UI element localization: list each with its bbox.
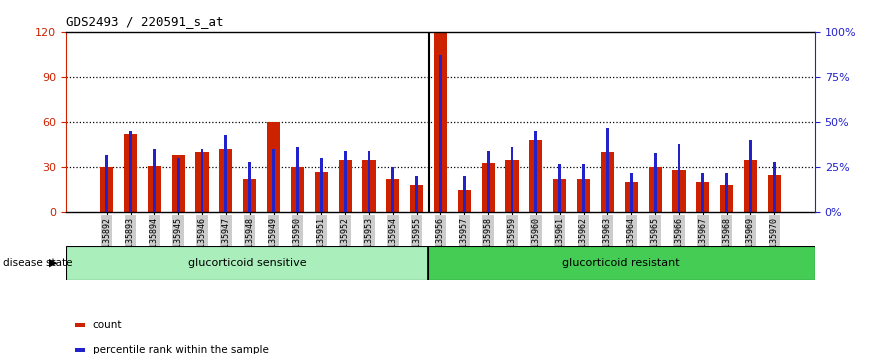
Bar (386, 179, 399, 212)
Bar (248, 162, 251, 212)
Bar (529, 140, 543, 212)
Bar (415, 176, 418, 212)
Bar (315, 172, 328, 212)
Bar (725, 173, 728, 212)
Bar (272, 149, 275, 212)
Bar (291, 167, 304, 212)
Bar (559, 164, 561, 212)
Bar (66, 246, 427, 280)
Bar (606, 127, 609, 212)
Bar (482, 163, 495, 212)
Bar (177, 158, 180, 212)
Bar (243, 179, 256, 212)
Bar (196, 152, 209, 212)
Bar (511, 147, 514, 212)
Bar (648, 167, 662, 212)
Bar (625, 182, 638, 212)
Bar (427, 246, 815, 280)
Text: count: count (93, 320, 122, 330)
Bar (463, 176, 466, 212)
Bar (767, 175, 781, 212)
Bar (153, 149, 156, 212)
Bar (577, 179, 590, 212)
Bar (219, 149, 233, 212)
Bar (124, 134, 137, 212)
Bar (535, 131, 537, 212)
Bar (100, 167, 114, 212)
Text: GDS2493 / 220591_s_at: GDS2493 / 220591_s_at (66, 15, 224, 28)
Bar (720, 185, 733, 212)
Bar (749, 140, 751, 212)
Bar (677, 144, 680, 212)
Bar (773, 162, 776, 212)
Bar (267, 122, 280, 212)
Bar (439, 55, 442, 212)
Text: percentile rank within the sample: percentile rank within the sample (93, 345, 269, 354)
Bar (654, 153, 656, 212)
Bar (744, 160, 757, 212)
Bar (338, 160, 352, 212)
Bar (696, 182, 709, 212)
Bar (506, 160, 519, 212)
Bar (172, 155, 185, 212)
Bar (130, 131, 132, 212)
Bar (672, 170, 685, 212)
Bar (148, 166, 161, 212)
Bar (296, 147, 299, 212)
Bar (458, 190, 471, 212)
Bar (225, 135, 227, 212)
Text: ▶: ▶ (48, 258, 57, 268)
Bar (391, 167, 394, 212)
Bar (201, 149, 204, 212)
Bar (553, 179, 566, 212)
Bar (487, 151, 490, 212)
Bar (362, 160, 375, 212)
Bar (434, 33, 447, 212)
Bar (367, 151, 370, 212)
Bar (601, 152, 614, 212)
Bar (105, 155, 108, 212)
Text: disease state: disease state (3, 258, 72, 268)
Bar (630, 173, 633, 212)
Bar (410, 185, 423, 212)
Bar (582, 164, 585, 212)
Text: glucorticoid sensitive: glucorticoid sensitive (188, 258, 306, 268)
Bar (320, 158, 322, 212)
Bar (344, 151, 346, 212)
Bar (701, 173, 704, 212)
Text: glucorticoid resistant: glucorticoid resistant (562, 258, 680, 268)
